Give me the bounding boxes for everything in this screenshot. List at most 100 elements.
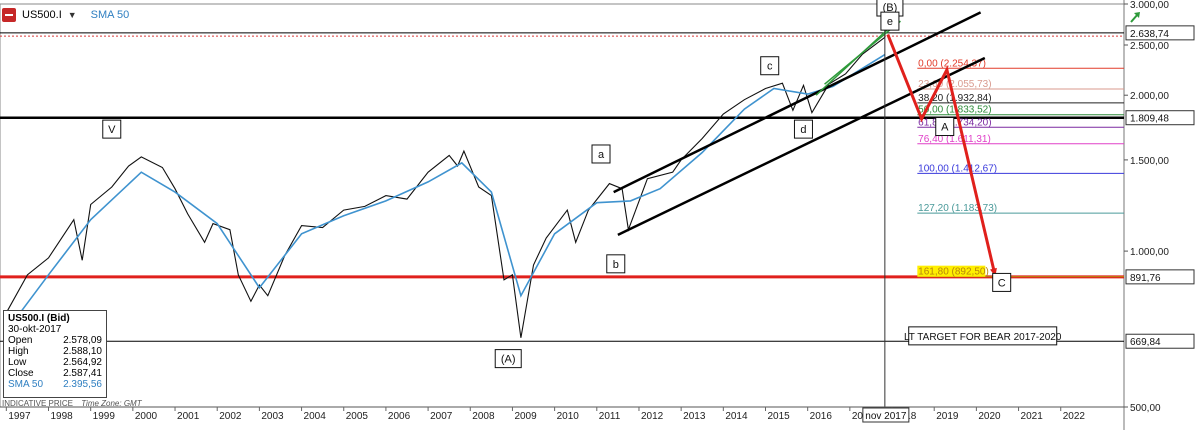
wave-label-text: e: [887, 16, 893, 28]
x-axis-tick-label: 2009: [514, 411, 537, 422]
info-row-low: Low 2.564,92: [8, 357, 102, 368]
info-value: 2.588,10: [63, 346, 102, 357]
symbol-label[interactable]: US500.I: [22, 9, 62, 21]
price-tag: 2.638,74: [1125, 25, 1195, 41]
wave-label-text: A: [941, 122, 949, 134]
wave-label-box: [935, 117, 955, 137]
wave-label: (A): [494, 349, 522, 369]
x-axis-tick-label: 1998: [51, 411, 74, 422]
x-axis-tick-label: 2006: [388, 411, 411, 422]
info-value: 2.564,92: [63, 357, 102, 368]
x-axis-tick-label: 2013: [683, 411, 706, 422]
annotation-box: [908, 326, 1058, 346]
timezone-label: Time Zone: GMT: [81, 399, 142, 408]
x-axis-tick-label: 2003: [261, 411, 284, 422]
y-axis-tick-label: 1.000,00: [1130, 247, 1169, 258]
price-tag: 1.809,48: [1125, 110, 1195, 126]
wave-label-box: [591, 144, 611, 164]
info-label: Open: [8, 335, 33, 346]
info-title: US500.I (Bid): [8, 313, 70, 324]
wave-label: a: [591, 144, 611, 164]
wave-label-text: d: [800, 124, 806, 136]
price-tag: 891,76: [1125, 269, 1195, 285]
info-value: 2.587,41: [63, 368, 102, 379]
info-row-high: High 2.588,10: [8, 346, 102, 357]
info-value: 2.578,09: [63, 335, 102, 346]
cursor-date-box: [862, 407, 910, 423]
wave-label: c: [760, 56, 780, 76]
x-axis-tick-label: 2016: [810, 411, 833, 422]
x-axis-tick-label: 2021: [1021, 411, 1044, 422]
price-tag-box: [1125, 333, 1195, 349]
price-tag-box: [1125, 25, 1195, 41]
wave-label-box: [880, 11, 900, 31]
x-axis-tick-label: 2011: [599, 411, 621, 422]
y-axis-tick-label: 2.500,00: [1130, 41, 1169, 52]
green-trend-arrow-icon: [1130, 12, 1140, 23]
series-line-sma50: [5, 53, 886, 332]
wave-label-text: c: [767, 61, 773, 73]
x-axis-tick-label: 2015: [768, 411, 791, 422]
info-row-close: Close 2.587,41: [8, 368, 102, 379]
x-axis-tick-label: 2014: [725, 411, 748, 422]
price-tag-box: [1125, 110, 1195, 126]
price-tag-text: 891,76: [1130, 273, 1161, 284]
symbol-dropdown-icon[interactable]: ▼: [67, 10, 77, 20]
x-axis-tick-label: 2004: [304, 411, 327, 422]
series-line-price: [5, 36, 886, 338]
fib-level-label: 127,20 (1.183,73): [918, 203, 997, 214]
wave-label: d: [793, 119, 813, 139]
price-tag: 669,84: [1125, 333, 1195, 349]
wave-label-box: [793, 119, 813, 139]
wave-label: V: [102, 119, 122, 139]
projection-path: [886, 33, 997, 278]
trend-channel-line: [824, 20, 901, 85]
x-axis-tick-label: 1997: [8, 411, 31, 422]
cursor-date-text: nov 2017: [865, 411, 907, 422]
trend-channel-line: [617, 56, 986, 236]
x-axis-tick-label: 2002: [219, 411, 242, 422]
price-tag-text: 669,84: [1130, 337, 1161, 348]
wave-label-box: [992, 272, 1012, 292]
wave-label-box: [760, 56, 780, 76]
fib-level-label: 161,80 (892,50): [918, 267, 989, 278]
info-label: Close: [8, 368, 34, 379]
indicative-label: INDICATIVE PRICE: [2, 399, 73, 408]
y-axis-tick-label: 500,00: [1130, 403, 1161, 414]
wave-label-box: [606, 254, 626, 274]
x-axis-tick-label: 2022: [1063, 411, 1086, 422]
wave-label: C: [992, 272, 1012, 292]
trend-channel-line: [613, 11, 982, 194]
wave-label-text: a: [598, 149, 605, 161]
wave-label: b: [606, 254, 626, 274]
annotation-text: LT TARGET FOR BEAR 2017-2020: [904, 332, 1062, 343]
chart-toolbar: US500.I ▼ SMA 50: [2, 6, 129, 24]
price-tag-text: 1.809,48: [1130, 114, 1169, 125]
info-label: Low: [8, 357, 27, 368]
fib-level-label: 61,80 (1.734,20): [918, 117, 991, 128]
y-axis-tick-label: 2.000,00: [1130, 91, 1169, 102]
x-axis-tick-label: 2005: [346, 411, 369, 422]
wave-label-box: [494, 349, 522, 369]
info-row-sma: SMA 50 2.395,56: [8, 379, 102, 390]
x-axis-tick-label: 2000: [135, 411, 158, 422]
info-value: 2.395,56: [63, 379, 102, 390]
cursor-date-tag: nov 2017: [862, 407, 910, 423]
x-axis-tick-label: 2007: [430, 411, 453, 422]
x-axis-tick-label: 2020: [978, 411, 1001, 422]
info-row-open: Open 2.578,09: [8, 335, 102, 346]
fib-level-label: 100,00 (1.412,67): [918, 163, 997, 174]
fib-highlight: [917, 265, 986, 277]
info-label: SMA 50: [8, 379, 44, 390]
indicator-label[interactable]: SMA 50: [90, 9, 130, 21]
ohlc-info-box: US500.I (Bid) 30-okt-2017 Open 2.578,09 …: [3, 310, 107, 398]
footer-note: INDICATIVE PRICE Time Zone: GMT: [2, 399, 142, 408]
x-axis-tick-label: 2010: [557, 411, 580, 422]
trend-icon-head: [1134, 12, 1140, 18]
x-axis-tick-label: 2012: [641, 411, 664, 422]
info-date: 30-okt-2017: [8, 324, 62, 335]
x-axis-tick-label: 1999: [93, 411, 116, 422]
wave-label-text: C: [998, 277, 1006, 289]
